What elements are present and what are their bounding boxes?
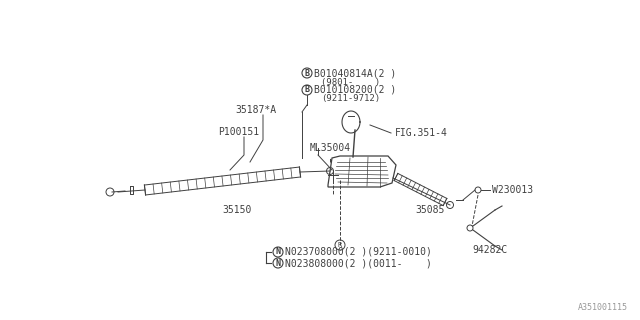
Text: (9211-9712): (9211-9712) (321, 94, 380, 103)
Text: R: R (338, 242, 342, 248)
Text: 35187*A: 35187*A (235, 105, 276, 115)
Text: B: B (305, 68, 310, 77)
Text: ML35004: ML35004 (310, 143, 351, 153)
Text: B: B (305, 85, 310, 94)
Text: B01040814A(2 ): B01040814A(2 ) (314, 68, 396, 78)
Text: N023708000(2 )(9211-0010): N023708000(2 )(9211-0010) (285, 247, 432, 257)
Text: N: N (275, 259, 280, 268)
Text: A351001115: A351001115 (578, 303, 628, 312)
Text: N: N (275, 247, 280, 257)
Text: N023808000(2 )(0011-    ): N023808000(2 )(0011- ) (285, 258, 432, 268)
Text: 94282C: 94282C (472, 245, 508, 255)
Text: W230013: W230013 (492, 185, 533, 195)
Text: 35150: 35150 (222, 205, 252, 215)
Text: B010108200(2 ): B010108200(2 ) (314, 85, 396, 95)
Text: (9801-    ): (9801- ) (321, 77, 380, 86)
Text: P100151: P100151 (218, 127, 259, 137)
Text: 35085: 35085 (415, 205, 444, 215)
Text: FIG.351-4: FIG.351-4 (395, 128, 448, 138)
